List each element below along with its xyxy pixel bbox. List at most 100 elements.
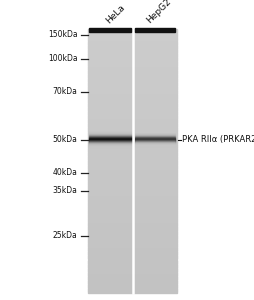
Bar bbox=[88, 238, 177, 240]
Bar bbox=[88, 82, 177, 84]
Bar bbox=[88, 200, 177, 201]
Bar bbox=[88, 155, 177, 157]
Bar bbox=[88, 113, 177, 114]
Bar bbox=[88, 69, 177, 71]
Bar bbox=[88, 118, 177, 120]
Bar bbox=[88, 272, 177, 273]
Bar bbox=[88, 88, 177, 89]
Bar bbox=[88, 87, 177, 88]
Bar bbox=[88, 81, 177, 83]
Bar bbox=[88, 252, 177, 253]
Bar bbox=[88, 68, 177, 69]
Bar bbox=[88, 263, 177, 265]
Bar bbox=[88, 147, 177, 148]
Bar bbox=[88, 79, 177, 80]
Bar bbox=[88, 134, 177, 135]
Bar bbox=[88, 240, 177, 241]
Bar bbox=[88, 220, 177, 221]
Bar bbox=[88, 236, 177, 237]
Bar bbox=[88, 56, 177, 58]
Bar bbox=[88, 267, 177, 269]
Bar bbox=[88, 31, 177, 32]
Bar bbox=[88, 265, 177, 266]
Bar bbox=[88, 60, 177, 62]
Bar bbox=[88, 253, 177, 254]
Text: 150kDa: 150kDa bbox=[48, 30, 77, 39]
Bar bbox=[88, 164, 177, 166]
Bar bbox=[88, 121, 177, 122]
Bar bbox=[88, 221, 177, 223]
Bar bbox=[88, 63, 177, 64]
Bar bbox=[88, 280, 177, 282]
Bar bbox=[88, 188, 177, 190]
Bar bbox=[88, 162, 177, 163]
Bar bbox=[88, 270, 177, 272]
Bar bbox=[88, 126, 177, 128]
Bar bbox=[88, 39, 177, 40]
Text: 40kDa: 40kDa bbox=[53, 168, 77, 177]
Bar bbox=[88, 129, 177, 130]
Bar bbox=[88, 35, 177, 36]
Bar bbox=[88, 158, 177, 159]
Bar bbox=[88, 125, 177, 126]
Bar bbox=[88, 46, 177, 47]
Bar bbox=[88, 223, 177, 224]
Bar bbox=[88, 91, 177, 92]
Bar bbox=[88, 207, 177, 208]
Bar bbox=[88, 72, 177, 74]
Bar bbox=[88, 241, 177, 242]
Bar bbox=[88, 228, 177, 229]
Bar bbox=[88, 48, 177, 50]
Bar bbox=[89, 28, 131, 31]
Bar bbox=[88, 28, 177, 30]
Bar bbox=[88, 52, 177, 54]
Bar bbox=[88, 44, 177, 46]
Bar bbox=[88, 278, 177, 279]
Bar bbox=[88, 212, 177, 213]
Bar bbox=[88, 117, 177, 118]
Bar bbox=[88, 248, 177, 249]
Bar bbox=[88, 130, 177, 131]
Bar bbox=[88, 32, 177, 34]
Bar bbox=[88, 190, 177, 191]
Bar bbox=[88, 89, 177, 91]
Bar bbox=[88, 274, 177, 275]
Bar bbox=[88, 180, 177, 181]
Bar bbox=[88, 74, 177, 75]
Bar bbox=[88, 150, 177, 151]
Bar bbox=[88, 184, 177, 186]
Bar bbox=[88, 54, 177, 55]
Bar bbox=[88, 213, 177, 214]
Bar bbox=[88, 97, 177, 98]
Bar bbox=[88, 257, 177, 258]
Bar bbox=[88, 196, 177, 197]
Bar bbox=[88, 163, 177, 164]
Bar bbox=[88, 246, 177, 247]
Bar bbox=[88, 249, 177, 250]
Bar bbox=[88, 114, 177, 116]
Bar bbox=[88, 226, 177, 228]
Bar bbox=[88, 77, 177, 79]
Bar bbox=[88, 201, 177, 203]
Text: PKA RIIα (PRKAR2A): PKA RIIα (PRKAR2A) bbox=[182, 135, 254, 144]
Bar bbox=[88, 30, 177, 31]
Bar bbox=[88, 138, 177, 140]
Bar bbox=[88, 42, 177, 43]
Bar bbox=[88, 36, 177, 38]
Bar bbox=[88, 65, 177, 67]
Bar bbox=[88, 217, 177, 219]
Bar bbox=[88, 116, 177, 117]
Bar bbox=[88, 142, 177, 143]
Bar bbox=[88, 167, 177, 168]
Bar bbox=[88, 266, 177, 267]
Text: 50kDa: 50kDa bbox=[53, 135, 77, 144]
Bar bbox=[88, 34, 177, 35]
Bar bbox=[88, 76, 177, 77]
Bar bbox=[88, 135, 177, 137]
Bar bbox=[88, 96, 177, 97]
Bar bbox=[88, 206, 177, 207]
Bar bbox=[88, 131, 177, 133]
Bar bbox=[88, 140, 177, 141]
Bar bbox=[88, 109, 177, 110]
Bar bbox=[88, 59, 177, 60]
